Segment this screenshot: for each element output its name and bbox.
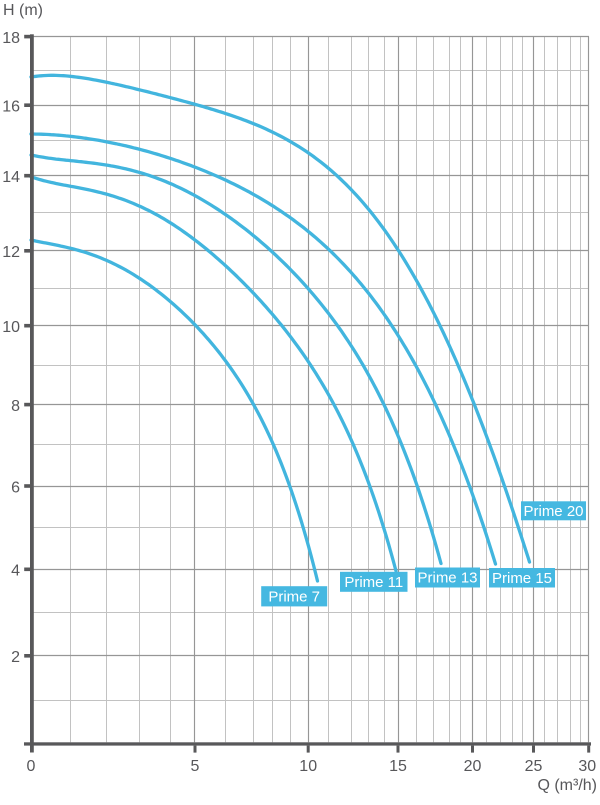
svg-text:12: 12	[2, 244, 20, 261]
svg-text:Prime 7: Prime 7	[268, 589, 320, 606]
svg-text:H (m): H (m)	[3, 2, 43, 19]
svg-text:0: 0	[27, 758, 36, 775]
svg-text:10: 10	[299, 758, 317, 775]
svg-text:20: 20	[464, 758, 482, 775]
svg-text:8: 8	[11, 398, 20, 415]
svg-text:Prime 13: Prime 13	[417, 570, 477, 587]
svg-text:Prime 11: Prime 11	[344, 574, 403, 591]
svg-text:Prime 15: Prime 15	[492, 570, 552, 587]
svg-text:14: 14	[2, 169, 20, 186]
svg-text:6: 6	[11, 479, 20, 496]
svg-text:10: 10	[2, 319, 20, 336]
svg-text:15: 15	[389, 758, 407, 775]
svg-text:4: 4	[11, 563, 20, 580]
svg-text:Q (m³/h): Q (m³/h)	[537, 777, 597, 794]
svg-text:30: 30	[578, 758, 596, 775]
svg-text:25: 25	[525, 758, 543, 775]
svg-text:2: 2	[11, 649, 20, 666]
svg-text:Prime 20: Prime 20	[523, 503, 583, 520]
svg-text:18: 18	[2, 30, 20, 47]
svg-text:16: 16	[2, 99, 20, 116]
svg-text:5: 5	[191, 758, 200, 775]
